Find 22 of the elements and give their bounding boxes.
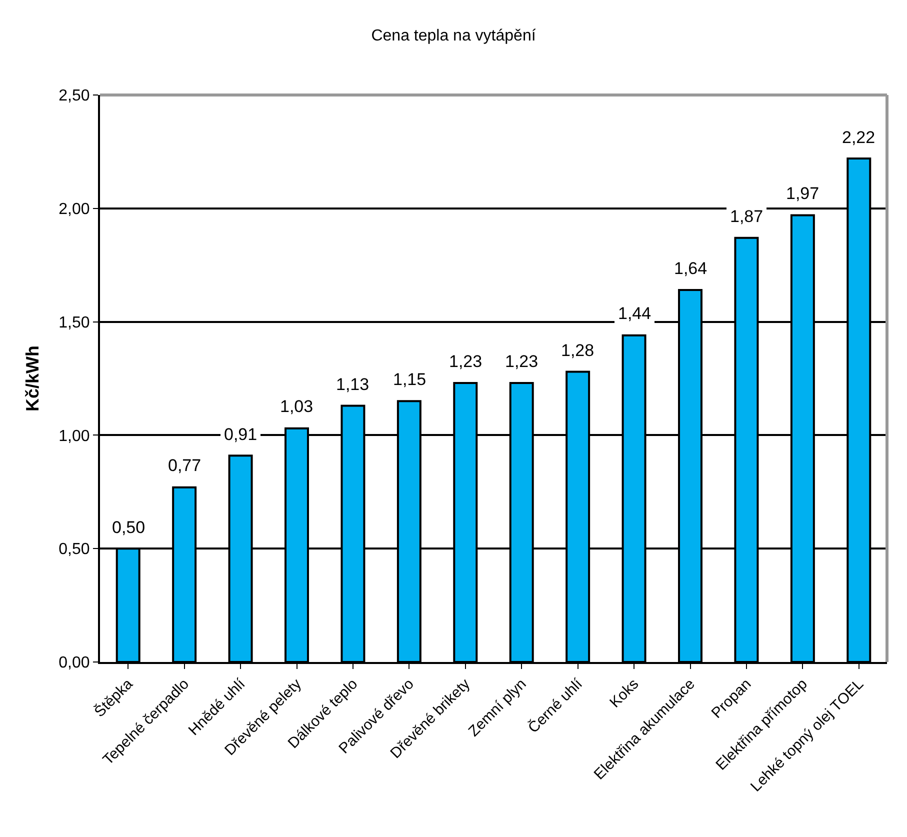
- data-label: 1,87: [730, 207, 764, 226]
- data-label: 1,97: [786, 184, 820, 203]
- chart-title: Cena tepla na vytápění: [371, 27, 536, 44]
- y-tick-label: 0,00: [58, 654, 90, 672]
- data-label: 1,13: [336, 375, 370, 394]
- y-tick-label: 0,50: [58, 541, 90, 558]
- data-label: 1,28: [561, 341, 594, 360]
- y-axis-title: Kč/kWh: [22, 345, 42, 412]
- data-label: 1,03: [280, 397, 314, 416]
- data-label: 1,44: [618, 304, 652, 323]
- y-tick-label: 1,50: [58, 314, 90, 332]
- y-tick-label: 1,00: [58, 428, 90, 445]
- data-label: 0,77: [168, 456, 202, 475]
- y-tick-label: 2,00: [58, 201, 90, 218]
- data-label: 0,91: [224, 425, 258, 444]
- y-tick-label: 2,50: [58, 88, 90, 105]
- data-label: 1,23: [449, 352, 482, 371]
- data-label: 1,15: [393, 370, 426, 389]
- data-label: 1,64: [674, 259, 708, 278]
- data-label: 2,22: [842, 128, 876, 147]
- data-label: 1,23: [505, 352, 538, 371]
- data-label: 0,50: [112, 518, 146, 537]
